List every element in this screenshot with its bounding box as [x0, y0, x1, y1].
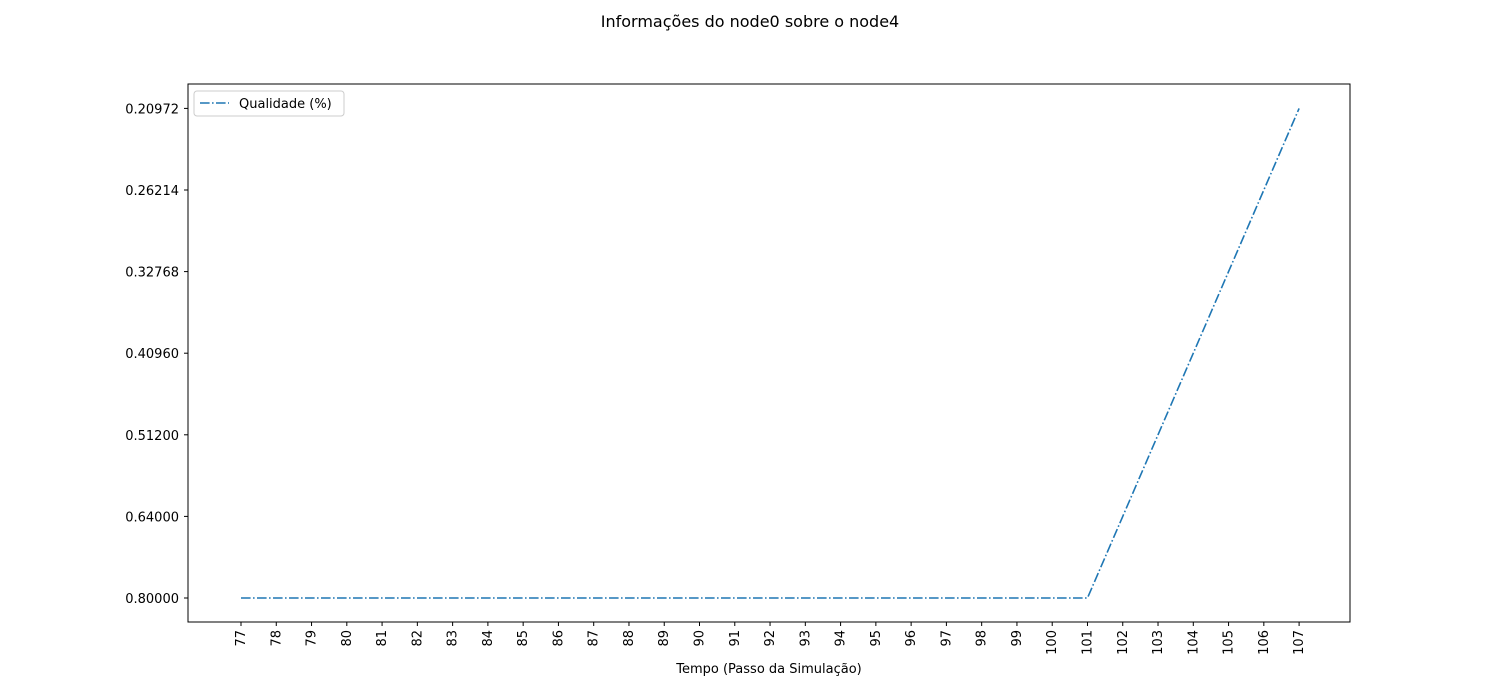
legend-box [193, 90, 345, 117]
chart-title: Informações do node0 sobre o node4 [600, 12, 900, 31]
x-tick-label: 93 [798, 630, 813, 647]
legend-label: Qualidade (%) [239, 97, 332, 112]
y-tick-label: 0.40960 [125, 347, 179, 362]
y-axis: 0.80000 0.64000 0.51200 0.40960 0.32768 0.262… [125, 102, 188, 607]
x-tick-label: 92 [763, 630, 778, 647]
x-tick-label: 81 [375, 630, 390, 647]
x-tick-label: 105 [1222, 630, 1237, 655]
x-tick-label: 103 [1151, 630, 1166, 655]
series-layer [241, 108, 1300, 599]
plot-area-frame [187, 83, 1351, 623]
x-tick-label: 98 [975, 630, 990, 647]
x-tick-label: 94 [834, 630, 849, 647]
x-tick-label: 80 [340, 630, 355, 647]
y-tick-label: 0.64000 [125, 510, 179, 525]
x-tick-label: 102 [1116, 630, 1131, 655]
x-tick-label: 91 [728, 630, 743, 647]
x-tick-label: 90 [693, 630, 708, 647]
y-tick-label: 0.26214 [125, 184, 179, 199]
x-tick-label: 95 [869, 630, 884, 647]
x-tick-label: 82 [410, 630, 425, 647]
x-tick-label: 86 [551, 630, 566, 647]
x-tick-label: 84 [481, 630, 496, 647]
x-tick-label: 85 [516, 630, 531, 647]
x-tick-label: 100 [1045, 630, 1060, 655]
x-tick-label: 97 [939, 630, 954, 647]
x-tick-label: 104 [1186, 630, 1201, 655]
x-tick-label: 107 [1292, 630, 1307, 655]
x-tick-label: 87 [587, 630, 602, 647]
y-tick-label: 0.20972 [125, 102, 179, 117]
y-tick-label: 0.32768 [125, 266, 179, 281]
x-tick-label: 96 [904, 630, 919, 647]
x-tick-label: 79 [305, 630, 320, 647]
legend: Qualidade (%) [193, 90, 345, 117]
y-tick-label: 0.51200 [125, 429, 179, 444]
series-line-qualidade [241, 108, 1300, 599]
x-tick-label: 101 [1080, 630, 1095, 655]
y-tick-label: 0.80000 [125, 592, 179, 607]
x-tick-label: 89 [657, 630, 672, 647]
x-tick-label: 99 [1010, 630, 1025, 647]
x-axis-label: Tempo (Passo da Simulação) [676, 662, 862, 677]
x-tick-label: 106 [1257, 630, 1272, 655]
x-tick-label: 78 [269, 630, 284, 647]
x-axis: 77 78 79 80 81 82 83 84 85 86 87 88 89 90 91 92 93 94 95 96… [234, 622, 1307, 655]
x-tick-label: 83 [446, 630, 461, 647]
x-tick-label: 77 [234, 630, 249, 647]
x-tick-label: 88 [622, 630, 637, 647]
